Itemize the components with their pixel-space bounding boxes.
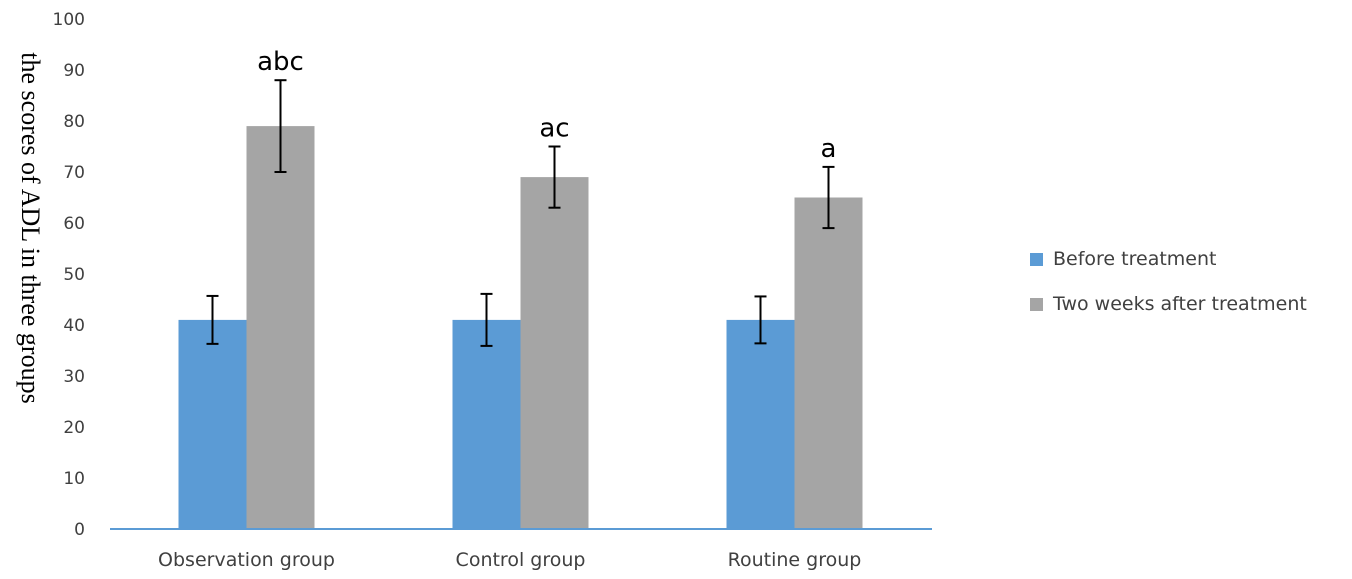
bars: [178, 126, 863, 529]
significance-label: a: [821, 134, 837, 164]
y-tick-label: 50: [63, 265, 85, 285]
y-tick-label: 30: [63, 367, 85, 387]
y-tick-label: 40: [63, 316, 85, 336]
y-tick-label: 60: [63, 214, 85, 234]
significance-label: abc: [257, 47, 304, 77]
y-tick-labels: 0 10 20 30 40 50 60 70 80 90 100: [53, 10, 85, 540]
significance-annotations: abc ac a: [257, 47, 836, 164]
y-tick-label: 90: [63, 61, 85, 81]
x-category-label: Control group: [456, 549, 586, 571]
legend-label-after: Two weeks after treatment: [1053, 293, 1307, 315]
error-bars: [206, 79, 835, 347]
legend-swatch-after: [1030, 297, 1043, 311]
bar-after-treatment: [520, 177, 589, 529]
y-tick-label: 0: [74, 520, 85, 540]
bar-before-treatment: [726, 319, 795, 529]
y-axis-label: the scores of ADL in three groups: [16, 52, 45, 403]
legend: Before treatment Two weeks after treatme…: [1030, 244, 1307, 334]
legend-swatch-before: [1030, 252, 1043, 266]
legend-item-after: Two weeks after treatment: [1030, 289, 1307, 319]
bar-after-treatment: [794, 197, 863, 529]
y-tick-label: 20: [63, 418, 85, 438]
significance-label: ac: [539, 114, 569, 144]
bar-after-treatment: [246, 126, 315, 529]
bar-before-treatment: [452, 319, 521, 529]
legend-item-before: Before treatment: [1030, 244, 1307, 274]
y-tick-label: 80: [63, 112, 85, 132]
x-category-label: Observation group: [158, 549, 335, 571]
x-category-label: Routine group: [728, 549, 862, 571]
bar-before-treatment: [178, 319, 247, 529]
legend-label-before: Before treatment: [1053, 248, 1217, 270]
y-tick-label: 100: [53, 10, 85, 30]
x-category-labels: Observation group Control group Routine gr…: [158, 549, 861, 571]
y-tick-label: 10: [63, 469, 85, 489]
y-axis-label-group: the scores of ADL in three groups: [16, 52, 45, 403]
y-tick-label: 70: [63, 163, 85, 183]
